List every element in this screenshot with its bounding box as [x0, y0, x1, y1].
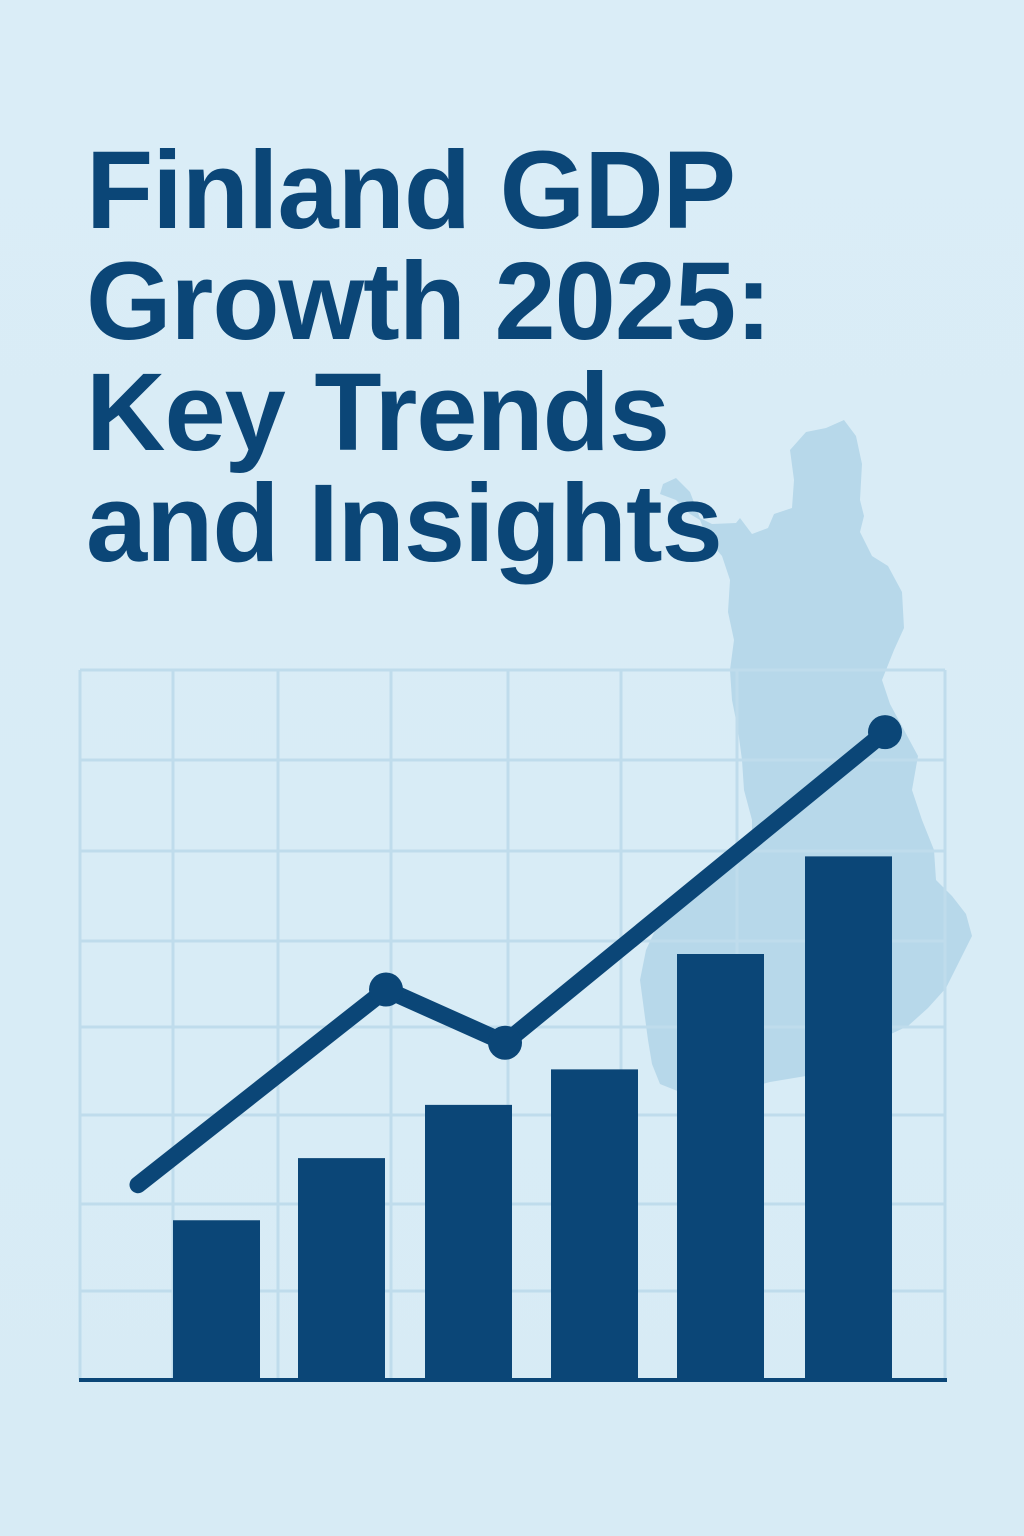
trend-line-marker: [369, 972, 403, 1007]
chart-bar: [173, 1220, 260, 1380]
trend-line-path: [129, 723, 894, 1194]
chart-bar: [677, 954, 764, 1380]
chart-bar: [805, 856, 892, 1380]
chart-trend-line: [129, 715, 902, 1194]
page-title: Finland GDP Growth 2025: Key Trends and …: [86, 129, 772, 585]
title-line-4: and Insights: [86, 462, 723, 585]
chart-bar: [551, 1069, 638, 1380]
title-line-2: Growth 2025:: [86, 240, 772, 363]
chart-bars: [173, 856, 892, 1380]
chart-bar: [425, 1104, 512, 1380]
title-line-3: Key Trends: [86, 351, 670, 474]
title-line-1: Finland GDP: [86, 129, 736, 252]
chart-bar: [298, 1158, 385, 1380]
trend-line-marker: [868, 715, 902, 750]
trend-line-marker: [488, 1025, 522, 1060]
